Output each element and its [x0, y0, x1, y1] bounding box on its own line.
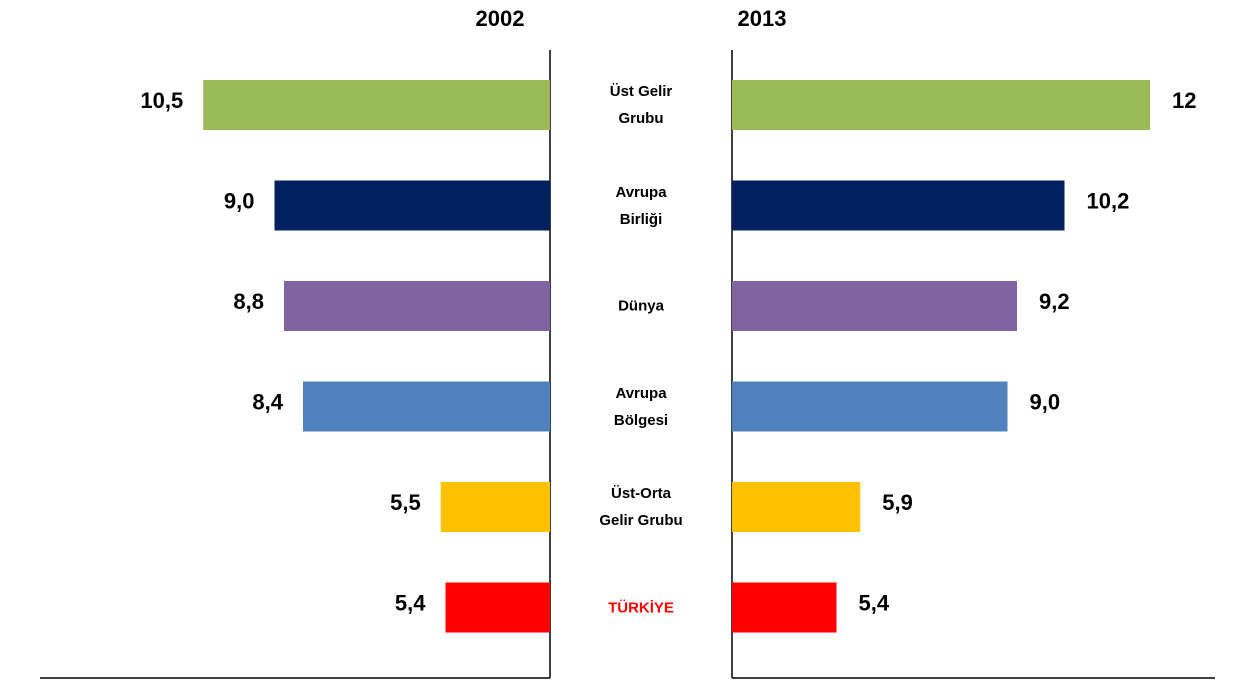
value-label: 8,8 [233, 289, 264, 314]
bar [732, 582, 837, 633]
value-label: 5,4 [395, 590, 426, 615]
bar [274, 180, 550, 231]
bar [732, 80, 1150, 130]
category-label: Avrupa Birliği [615, 183, 667, 228]
value-label: 5,5 [390, 490, 421, 515]
value-label: 9,2 [1039, 289, 1070, 314]
value-label: 5,4 [859, 590, 890, 615]
value-label: 9,0 [224, 188, 255, 213]
category-label: TÜRKİYE [608, 599, 674, 616]
category-label: Üst Gelir Grubu [609, 83, 673, 127]
bar [732, 381, 1008, 432]
value-label: 8,4 [252, 389, 283, 414]
bar [440, 482, 550, 532]
category-label: Üst-Orta Gelir Grubu [599, 485, 683, 529]
value-label: 12 [1172, 88, 1196, 113]
value-label: 10,5 [140, 88, 183, 113]
bar [284, 281, 550, 331]
value-label: 9,0 [1030, 389, 1061, 414]
value-label: 5,9 [882, 490, 913, 515]
series-title: 2002 [476, 6, 525, 31]
bar [732, 180, 1065, 231]
category-label: Dünya [618, 297, 664, 315]
bar [732, 482, 861, 532]
bar [732, 281, 1017, 331]
bar [203, 80, 550, 130]
bar [445, 582, 550, 633]
value-label: 10,2 [1087, 188, 1130, 213]
bar [303, 381, 550, 432]
series-title: 2013 [738, 6, 787, 31]
category-label: Avrupa Bölgesi [613, 384, 669, 429]
